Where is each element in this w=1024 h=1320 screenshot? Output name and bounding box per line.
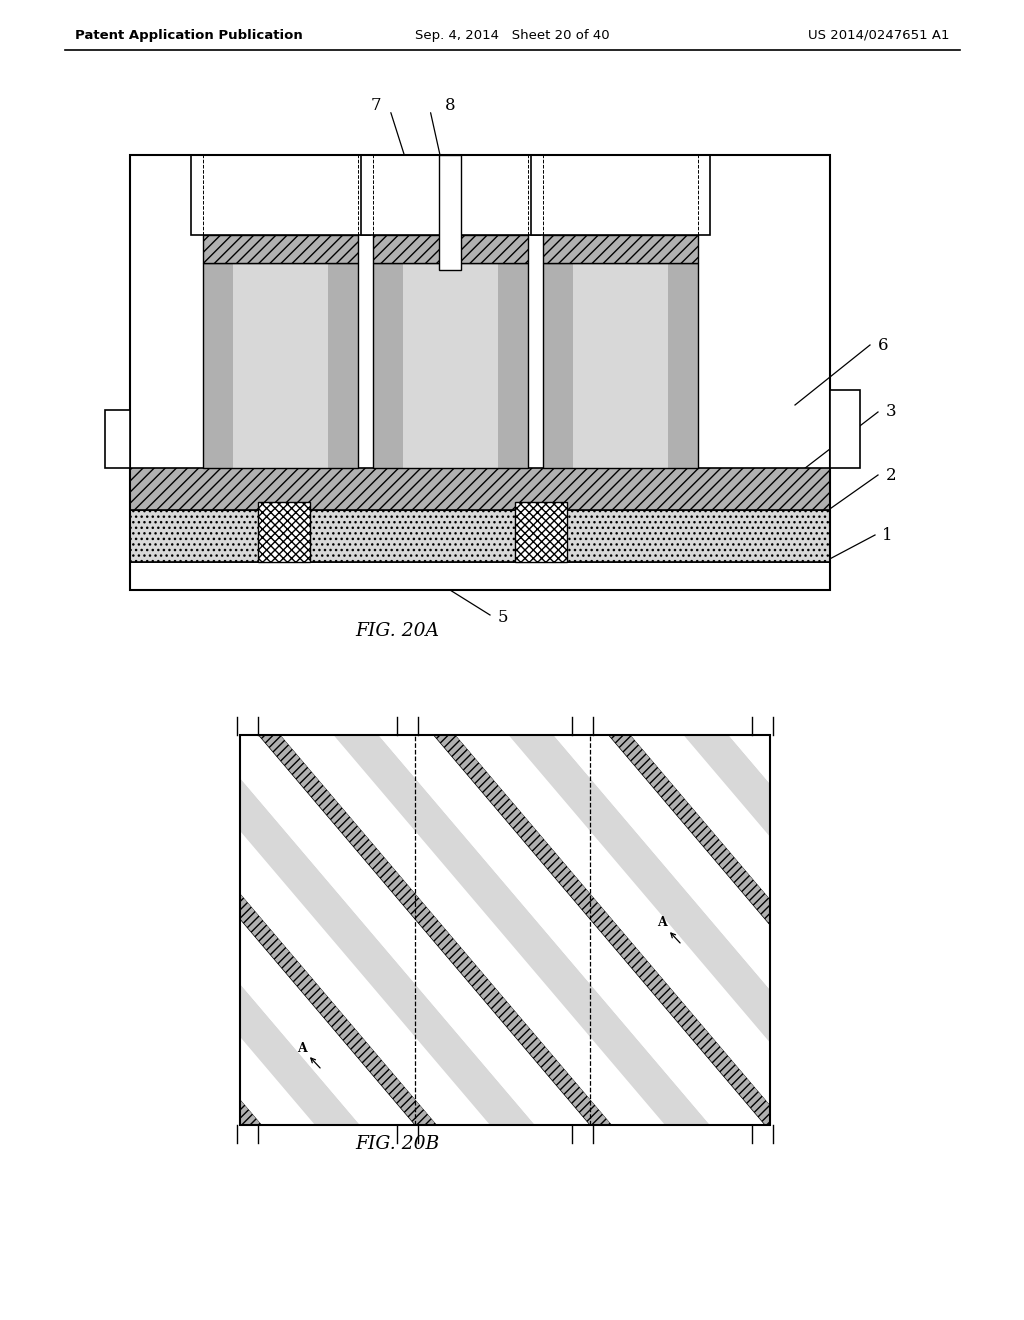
- Bar: [572, 263, 668, 469]
- Text: Sep. 4, 2014   Sheet 20 of 40: Sep. 4, 2014 Sheet 20 of 40: [415, 29, 609, 41]
- Bar: [543, 235, 697, 263]
- Bar: [543, 263, 572, 469]
- Polygon shape: [456, 735, 840, 1125]
- Polygon shape: [84, 735, 437, 1125]
- Polygon shape: [608, 735, 962, 1125]
- Polygon shape: [631, 735, 1015, 1125]
- Bar: [240, 735, 770, 1125]
- Bar: [543, 263, 697, 469]
- Bar: [498, 263, 527, 469]
- Polygon shape: [0, 735, 262, 1125]
- Text: 5: 5: [498, 609, 509, 626]
- Bar: [515, 502, 567, 562]
- Polygon shape: [683, 735, 1024, 1125]
- Polygon shape: [554, 735, 940, 1125]
- Polygon shape: [509, 735, 885, 1125]
- Text: US 2014/0247651 A1: US 2014/0247651 A1: [809, 29, 950, 41]
- Polygon shape: [0, 735, 315, 1125]
- Text: 7: 7: [371, 96, 381, 114]
- Bar: [130, 562, 830, 590]
- Polygon shape: [0, 735, 360, 1125]
- Text: A: A: [297, 1041, 307, 1055]
- Polygon shape: [0, 735, 240, 1125]
- Bar: [402, 263, 498, 469]
- Bar: [360, 154, 540, 235]
- Bar: [130, 469, 830, 510]
- Text: FIG. 20B: FIG. 20B: [355, 1135, 439, 1152]
- Polygon shape: [105, 411, 130, 469]
- Bar: [190, 154, 370, 235]
- Text: 3: 3: [886, 404, 897, 421]
- Polygon shape: [0, 735, 140, 1125]
- Text: 8: 8: [445, 96, 456, 114]
- Bar: [328, 263, 357, 469]
- Text: Patent Application Publication: Patent Application Publication: [75, 29, 303, 41]
- Text: A: A: [657, 916, 667, 929]
- Bar: [439, 154, 461, 271]
- Text: FIG. 20A: FIG. 20A: [355, 622, 439, 640]
- Bar: [240, 735, 770, 1125]
- Polygon shape: [258, 735, 612, 1125]
- Bar: [130, 510, 830, 562]
- Bar: [373, 235, 527, 263]
- Polygon shape: [379, 735, 765, 1125]
- Bar: [530, 154, 710, 235]
- Bar: [232, 263, 328, 469]
- Bar: [258, 502, 310, 562]
- Bar: [373, 263, 402, 469]
- Bar: [668, 263, 697, 469]
- Polygon shape: [830, 389, 860, 469]
- Polygon shape: [29, 735, 415, 1125]
- Polygon shape: [728, 735, 1024, 1125]
- Text: 6: 6: [878, 337, 889, 354]
- Polygon shape: [0, 735, 87, 1125]
- Polygon shape: [204, 735, 590, 1125]
- Polygon shape: [0, 735, 185, 1125]
- Text: 1: 1: [882, 527, 893, 544]
- Polygon shape: [105, 735, 490, 1125]
- Polygon shape: [433, 735, 787, 1125]
- Bar: [203, 263, 357, 469]
- Polygon shape: [334, 735, 710, 1125]
- Polygon shape: [159, 735, 535, 1125]
- Text: 2: 2: [886, 466, 897, 483]
- Bar: [203, 235, 357, 263]
- Polygon shape: [281, 735, 665, 1125]
- Bar: [130, 154, 830, 590]
- Bar: [203, 263, 232, 469]
- Bar: [373, 263, 527, 469]
